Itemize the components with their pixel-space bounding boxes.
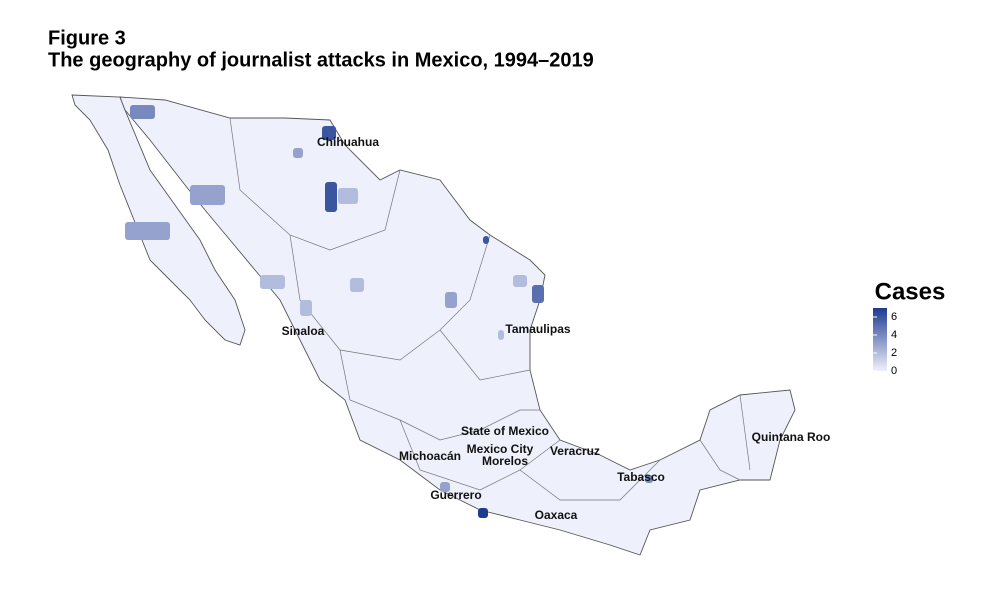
state-label: Tamaulipas	[505, 322, 570, 336]
state-label: Quintana Roo	[752, 430, 831, 444]
municipality-hotspot	[350, 278, 364, 292]
municipality-hotspot	[338, 188, 358, 204]
municipality-hotspot	[498, 330, 504, 340]
figure-title: The geography of journalist attacks in M…	[48, 49, 594, 71]
state-label: Chihuahua	[317, 135, 379, 149]
legend-tick-label: 0	[891, 365, 897, 377]
mainland	[119, 96, 796, 556]
baja-peninsula	[71, 94, 246, 346]
legend-colorbar	[873, 308, 887, 371]
figure-label: Figure 3	[48, 27, 126, 49]
state-borders	[229, 117, 751, 501]
legend-tick-label: 4	[891, 329, 897, 341]
municipality-hotspot	[293, 148, 303, 158]
municipality-hotspot	[125, 222, 170, 240]
legend-title: Cases	[875, 278, 946, 305]
legend-tick-label: 2	[891, 347, 897, 359]
municipality-hotspot	[325, 182, 337, 212]
municipality-hotspot	[513, 275, 527, 287]
municipality-hotspot	[645, 475, 653, 483]
state-label: Oaxaca	[535, 508, 578, 522]
municipality-hotspot	[190, 185, 225, 205]
municipality-hotspot	[483, 236, 489, 244]
state-label: Tabasco	[617, 470, 665, 484]
municipality-hotspot	[532, 285, 544, 303]
mexico-map	[71, 94, 796, 556]
municipality-hotspot	[440, 482, 450, 492]
legend-tick-label: 6	[891, 311, 897, 323]
state-label: Mexico City	[467, 442, 534, 456]
municipality-hotspot	[445, 292, 457, 308]
state-label: Sinaloa	[282, 324, 325, 338]
municipality-hotspot	[300, 300, 312, 316]
state-label: Guerrero	[430, 488, 481, 502]
municipality-hotspot	[478, 508, 488, 518]
state-label: Michoacán	[399, 449, 461, 463]
state-label: Morelos	[482, 454, 528, 468]
municipality-hotspot	[130, 105, 155, 119]
municipality-hotspot	[322, 126, 336, 140]
municipality-hotspot	[260, 275, 285, 289]
state-label: Veracruz	[550, 444, 600, 458]
state-label: State of Mexico	[461, 424, 549, 438]
